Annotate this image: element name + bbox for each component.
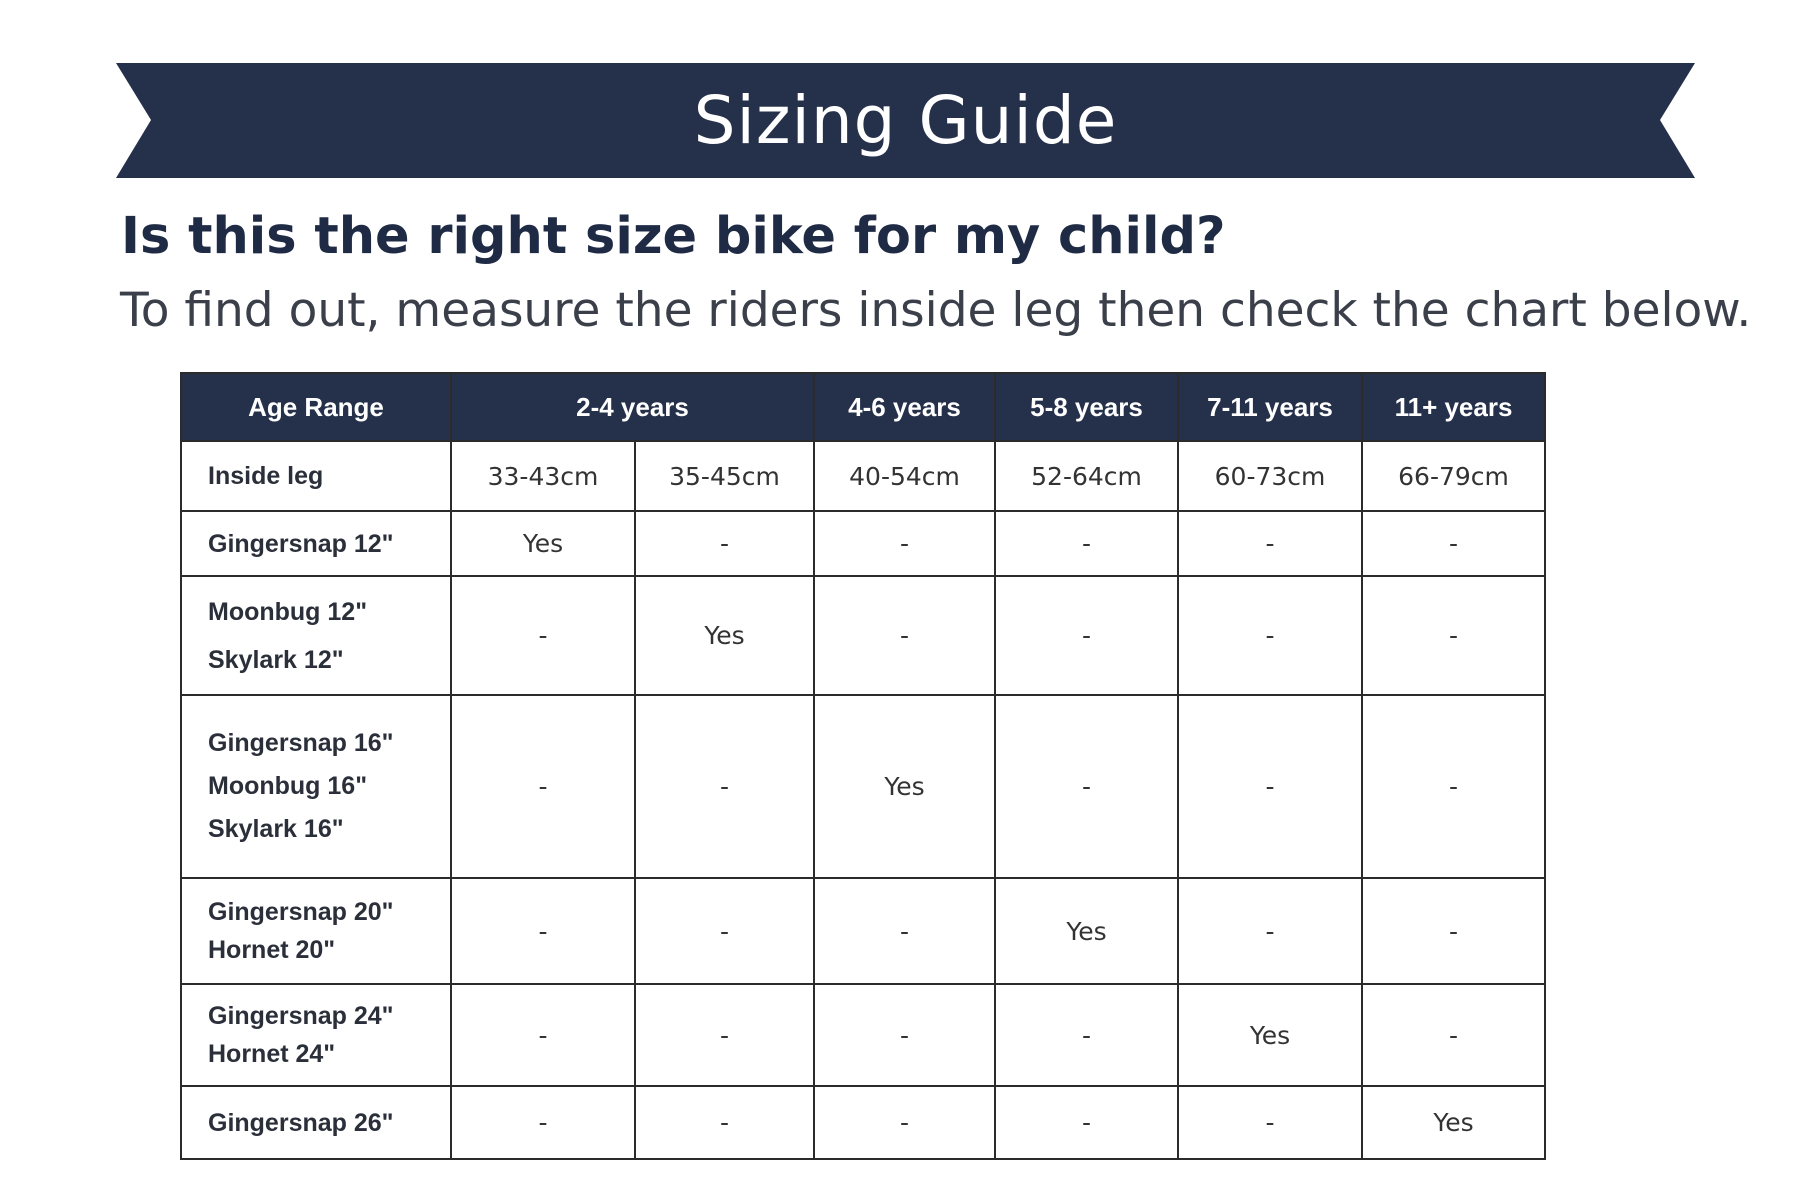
table-row: Gingersnap 16" Moonbug 16" Skylark 16" -… — [180, 694, 1547, 879]
table-cell: 40-54cm — [813, 440, 997, 512]
table-cell: - — [1177, 575, 1364, 696]
header-age: 4-6 years — [813, 372, 997, 442]
table-cell: - — [1361, 575, 1547, 696]
bike-name: Gingersnap 26" — [208, 1108, 394, 1137]
bike-name: Gingersnap 12" — [208, 529, 394, 558]
table-cell: Yes — [1177, 983, 1364, 1087]
table-cell: 60-73cm — [1177, 440, 1364, 512]
table-cell: - — [450, 877, 636, 985]
table-cell: - — [633, 983, 816, 1087]
row-label: Gingersnap 24" Hornet 24" — [180, 983, 452, 1087]
table-row: Gingersnap 12" Yes - - - - - — [180, 510, 1547, 577]
table-cell: - — [633, 1085, 816, 1160]
bike-name: Hornet 20" — [208, 936, 336, 964]
table-cell: 35-45cm — [633, 440, 816, 512]
header-age: 11+ years — [1361, 372, 1547, 442]
bike-name: Skylark 16" — [208, 815, 344, 843]
table-cell: - — [994, 575, 1180, 696]
table-cell: - — [1361, 510, 1547, 577]
instruction-text: To find out, measure the riders inside l… — [120, 283, 1752, 338]
row-label: Inside leg — [180, 440, 452, 512]
bike-name: Gingersnap 24" — [208, 1002, 394, 1030]
header-age: 2-4 years — [449, 372, 816, 442]
table-cell: Yes — [813, 694, 997, 879]
bike-name: Gingersnap 20" — [208, 898, 394, 926]
question-heading: Is this the right size bike for my child… — [121, 207, 1226, 266]
table-row: Moonbug 12" Skylark 12" - Yes - - - - — [180, 575, 1547, 696]
bike-name: Skylark 12" — [208, 645, 344, 674]
table-cell: - — [1361, 694, 1547, 879]
table-cell: - — [1177, 694, 1364, 879]
title-banner: Sizing Guide — [116, 63, 1695, 178]
table-cell: - — [994, 1085, 1180, 1160]
table-cell: - — [450, 694, 636, 879]
table-cell: - — [450, 575, 636, 696]
table-cell: - — [633, 877, 816, 985]
inside-leg-row: Inside leg 33-43cm 35-45cm 40-54cm 52-64… — [180, 440, 1547, 512]
table-cell: - — [1177, 510, 1364, 577]
table-cell: Yes — [633, 575, 816, 696]
table-cell: Yes — [994, 877, 1180, 985]
table-cell: - — [1177, 1085, 1364, 1160]
table-cell: - — [633, 694, 816, 879]
bike-name: Hornet 24" — [208, 1040, 336, 1068]
table-row: Gingersnap 24" Hornet 24" - - - - Yes - — [180, 983, 1547, 1087]
bike-name: Moonbug 12" — [208, 597, 368, 626]
table-header-row: Age Range 2-4 years 4-6 years 5-8 years … — [180, 372, 1547, 442]
table-cell: - — [994, 983, 1180, 1087]
table-row: Gingersnap 20" Hornet 20" - - - Yes - - — [180, 877, 1547, 985]
table-cell: - — [813, 983, 997, 1087]
sizing-table: Age Range 2-4 years 4-6 years 5-8 years … — [180, 372, 1547, 1160]
banner-ribbon-shape — [116, 63, 1695, 178]
row-label: Gingersnap 20" Hornet 20" — [180, 877, 452, 985]
table-cell: Yes — [1361, 1085, 1547, 1160]
bike-name: Moonbug 16" — [208, 772, 368, 800]
row-label: Gingersnap 16" Moonbug 16" Skylark 16" — [180, 694, 452, 879]
table-cell: - — [1361, 877, 1547, 985]
bike-name: Gingersnap 16" — [208, 729, 394, 757]
row-label: Gingersnap 12" — [180, 510, 452, 577]
table-cell: - — [994, 694, 1180, 879]
table-cell: - — [813, 877, 997, 985]
table-cell: - — [813, 1085, 997, 1160]
table-cell: - — [813, 510, 997, 577]
row-label: Moonbug 12" Skylark 12" — [180, 575, 452, 696]
table-cell: 66-79cm — [1361, 440, 1547, 512]
table-cell: - — [813, 575, 997, 696]
header-age: 5-8 years — [994, 372, 1180, 442]
table-cell: 52-64cm — [994, 440, 1180, 512]
table-cell: Yes — [450, 510, 636, 577]
header-age: 7-11 years — [1177, 372, 1364, 442]
table-row: Gingersnap 26" - - - - - Yes — [180, 1085, 1547, 1160]
table-cell: - — [1361, 983, 1547, 1087]
table-cell: - — [1177, 877, 1364, 985]
page-title: Sizing Guide — [693, 82, 1118, 159]
table-cell: - — [633, 510, 816, 577]
table-cell: 33-43cm — [450, 440, 636, 512]
table-cell: - — [450, 983, 636, 1087]
row-label: Gingersnap 26" — [180, 1085, 452, 1160]
table-cell: - — [994, 510, 1180, 577]
table-cell: - — [450, 1085, 636, 1160]
header-age-range: Age Range — [180, 372, 452, 442]
